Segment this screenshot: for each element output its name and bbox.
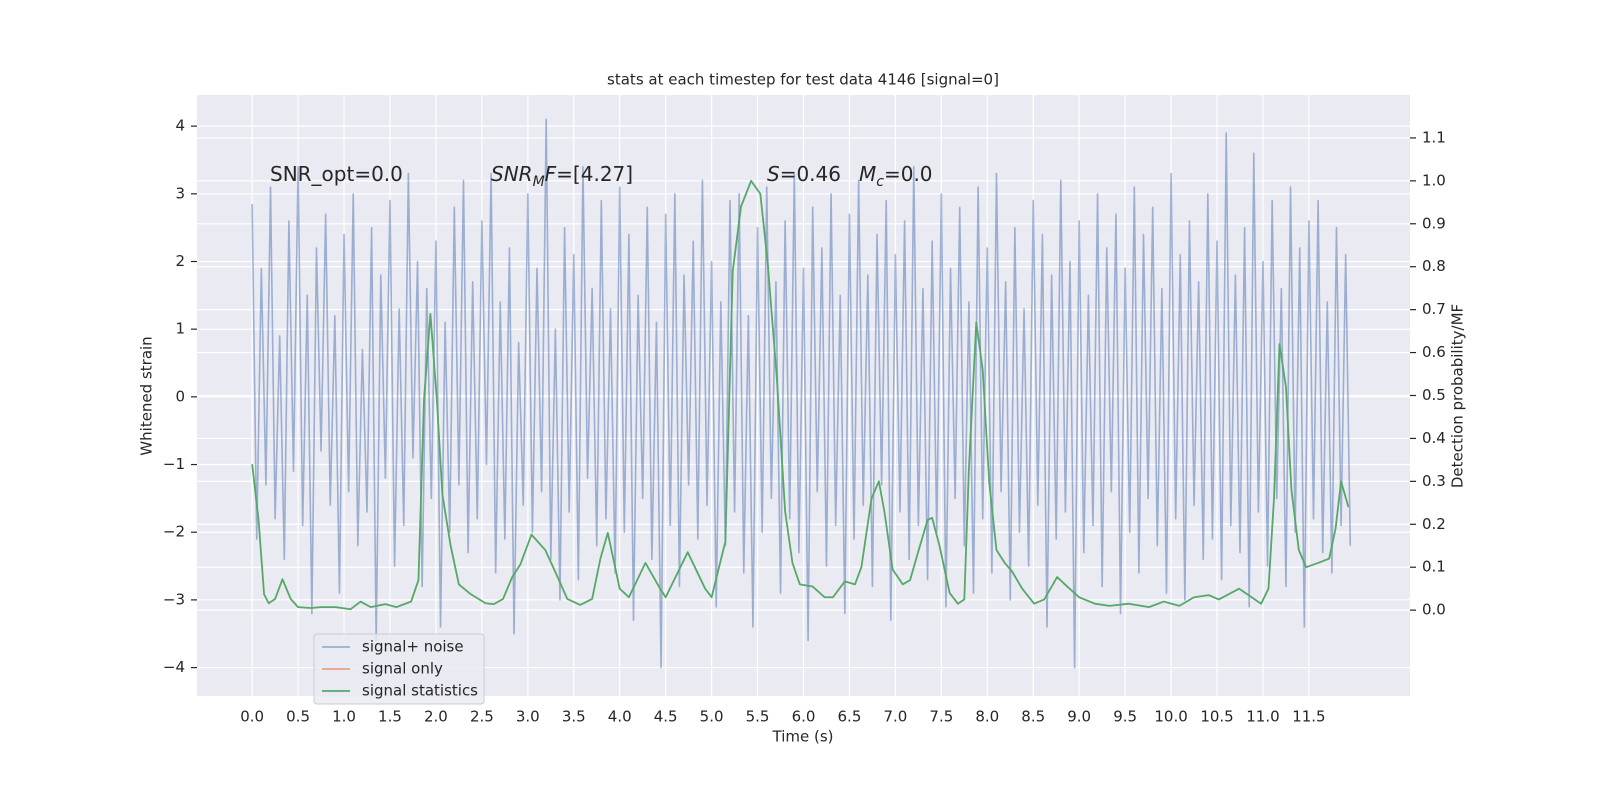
- x-tick-label: 2.0: [424, 708, 448, 726]
- x-tick-label: 9.0: [1067, 708, 1091, 726]
- x-tick-label: 9.5: [1113, 708, 1137, 726]
- x-tick-label: 0.5: [286, 708, 310, 726]
- x-tick-label: 6.5: [838, 708, 862, 726]
- x-tick-label: 10.0: [1154, 708, 1187, 726]
- y2-tick-label: 0.0: [1422, 601, 1446, 619]
- y2-tick-label: 0.9: [1422, 214, 1446, 232]
- x-tick-label: 10.5: [1200, 708, 1233, 726]
- annotation: SNR_opt=0.0: [270, 162, 403, 186]
- legend-label: signal statistics: [362, 682, 478, 700]
- y2-tick-label: 1.1: [1422, 128, 1446, 146]
- y2-tick-label: 0.7: [1422, 300, 1446, 318]
- x-tick-label: 11.0: [1246, 708, 1279, 726]
- y-tick-label: −1: [163, 455, 185, 473]
- y-tick-label: 1: [175, 320, 185, 338]
- annotation-part: F: [545, 162, 557, 186]
- line-series: [251, 179, 1350, 611]
- legend-box: [313, 633, 485, 705]
- annotation-part: SNR: [491, 162, 533, 186]
- x-tick-label: 4.0: [608, 708, 632, 726]
- x-tick-label: 0.0: [240, 708, 264, 726]
- annotation-part: SNR_opt=0.0: [270, 162, 403, 186]
- y2-tick-label: 1.0: [1422, 171, 1446, 189]
- y-tick-label: −4: [163, 658, 185, 676]
- annotation-part: S: [767, 162, 780, 186]
- annotation-part: M: [533, 174, 545, 190]
- annotation: SNRMF=[4.27]: [491, 162, 633, 190]
- annotation-part: =0.0: [884, 162, 933, 186]
- y2-tick-label: 0.6: [1422, 343, 1446, 361]
- y2-axis-label: Detection probability/MF: [1449, 304, 1467, 488]
- annotation-part: =[4.27]: [556, 162, 633, 186]
- legend-label: signal+ noise: [362, 638, 464, 656]
- annotation: Mc=0.0: [859, 162, 933, 190]
- y2-tick-label: 0.1: [1422, 558, 1446, 576]
- y2-tick-label: 0.5: [1422, 386, 1446, 404]
- y-tick-label: −3: [163, 590, 185, 608]
- x-tick-label: 5.0: [700, 708, 724, 726]
- y2-tick-label: 0.3: [1422, 472, 1446, 490]
- x-tick-label: 8.5: [1021, 708, 1045, 726]
- x-tick-label: 5.5: [746, 708, 770, 726]
- annotation-part: c: [876, 174, 884, 190]
- x-tick-label: 3.0: [516, 708, 540, 726]
- chart-title: stats at each timestep for test data 414…: [607, 71, 999, 89]
- y2-tick-label: 0.2: [1422, 515, 1446, 533]
- x-tick-label: 11.5: [1292, 708, 1325, 726]
- y-axis-label: Whitened strain: [138, 336, 156, 455]
- x-tick-label: 8.0: [975, 708, 999, 726]
- legend-label: signal only: [362, 660, 443, 678]
- x-tick-label: 4.5: [654, 708, 678, 726]
- x-tick-label: 3.5: [562, 708, 586, 726]
- y-tick-label: 4: [175, 117, 185, 135]
- y-tick-label: −2: [163, 523, 185, 541]
- x-tick-label: 6.0: [792, 708, 816, 726]
- x-tick-label: 2.5: [470, 708, 494, 726]
- x-tick-label: 7.0: [883, 708, 907, 726]
- y-tick-label: 0: [175, 387, 185, 405]
- x-tick-label: 1.0: [332, 708, 356, 726]
- y-tick-label: 2: [175, 252, 185, 270]
- x-axis-label: Time (s): [772, 728, 834, 746]
- y-tick-label: 3: [175, 184, 185, 202]
- line-series: [251, 118, 1352, 669]
- annotation-part: M: [859, 162, 876, 186]
- y2-tick-label: 0.4: [1422, 429, 1446, 447]
- x-tick-label: 7.5: [929, 708, 953, 726]
- annotation-part: =0.46: [780, 162, 841, 186]
- x-tick-label: 1.5: [378, 708, 402, 726]
- annotation: S=0.46: [767, 162, 841, 186]
- y2-tick-label: 0.8: [1422, 257, 1446, 275]
